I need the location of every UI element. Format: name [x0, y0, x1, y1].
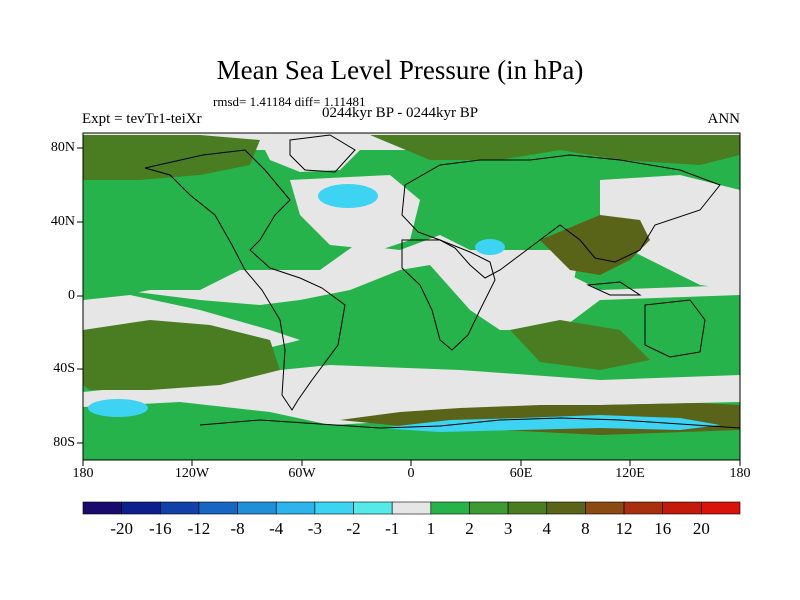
field-indian-ocean-positive [510, 320, 650, 370]
colorbar-label: -2 [346, 519, 361, 538]
lon-label-180e: 180 [729, 466, 751, 481]
field-antarctic-coast-negative [380, 415, 720, 432]
field-north-pacific-positive [83, 135, 260, 180]
colorbar-swatch [585, 501, 625, 515]
coastlines [144, 134, 740, 429]
field-arctic-neutral [260, 135, 360, 172]
rmsd-diff-stats: rmsd= 1.41184 diff= 1.11481 [213, 94, 366, 109]
colorbar-label: 20 [692, 519, 710, 538]
lat-label-0: 0 [68, 288, 75, 303]
lat-label-80s: 80S [53, 435, 75, 450]
time-period-subtitle: 0244kyr BP - 0244kyr BP [321, 105, 479, 121]
pressure-field [83, 133, 740, 460]
lon-label-60e: 60E [509, 466, 533, 481]
lon-label-120w: 120W [174, 466, 210, 481]
season-label: ANN [707, 111, 741, 127]
colorbar-label: 4 [542, 519, 552, 538]
colorbar-swatch [507, 501, 548, 515]
colorbar-swatch [237, 501, 277, 515]
colorbar-label: -12 [187, 519, 211, 538]
colorbar [82, 501, 741, 515]
lon-label-180w: 180 [72, 466, 94, 481]
colorbar-label: -8 [230, 519, 245, 538]
field-southern-ocean-neutral [83, 368, 740, 425]
colorbar-swatch [662, 501, 702, 515]
lon-label-120e: 120E [615, 466, 645, 481]
colorbar-swatch [353, 501, 393, 515]
colorbar-swatch [314, 501, 354, 515]
colorbar-label: -1 [385, 519, 400, 538]
lat-label-40n: 40N [50, 214, 75, 229]
field-eurasia-positive [370, 135, 740, 165]
experiment-label: Expt = tevTr1-teiXr [82, 111, 202, 127]
colorbar-label: 8 [581, 519, 590, 538]
colorbar-swatch [701, 501, 741, 515]
colorbar-label: -20 [110, 519, 133, 538]
field-south-pacific-positive [83, 320, 280, 390]
field-south-pacific-negative [88, 399, 148, 417]
axis-ticks [77, 147, 741, 466]
colorbar-swatch [430, 501, 470, 515]
colorbar-label: -4 [269, 519, 284, 538]
colorbar-swatch [82, 501, 122, 515]
colorbar-swatch [198, 501, 238, 515]
field-africa-neutral [430, 250, 580, 330]
colorbar-label: -3 [307, 519, 322, 538]
colorbar-label: 16 [654, 519, 672, 538]
colorbar-label: 1 [426, 519, 436, 538]
field-middle-east-negative [475, 239, 505, 255]
colorbar-swatch [623, 501, 664, 515]
colorbar-label: 2 [465, 519, 474, 538]
lat-label-40s: 40S [53, 361, 75, 376]
colorbar-label: -16 [148, 519, 172, 538]
colorbar-swatch [275, 501, 316, 515]
colorbar-label: 12 [615, 519, 633, 538]
colorbar-swatch [546, 501, 586, 515]
lat-label-80n: 80N [50, 140, 75, 155]
colorbar-swatch [469, 501, 509, 515]
colorbar-swatch [121, 501, 161, 515]
lon-label-0: 0 [407, 466, 415, 481]
colorbar-swatch [391, 501, 432, 515]
map-title: Mean Sea Level Pressure (in hPa) [216, 55, 584, 85]
field-north-atlantic-negative [318, 184, 378, 208]
colorbar-swatch [159, 501, 200, 515]
lon-label-60w: 60W [288, 466, 316, 481]
colorbar-label: 3 [503, 519, 513, 538]
